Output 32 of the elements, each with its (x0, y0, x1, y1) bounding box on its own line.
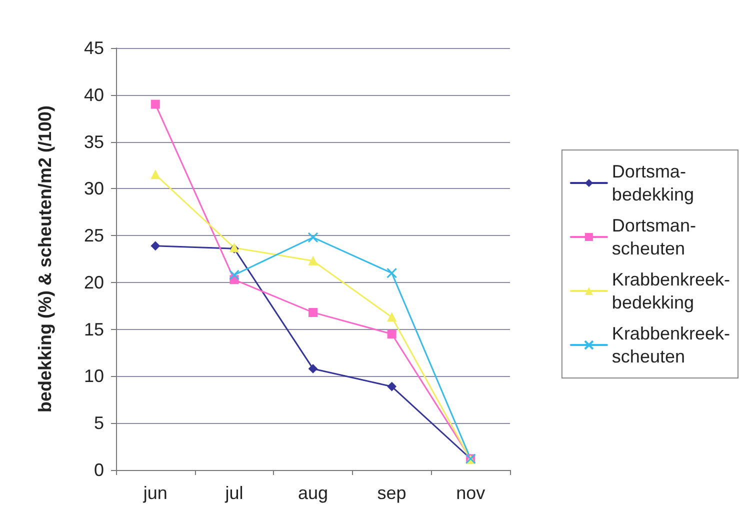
y-axis-title: bedekking (%) & scheuten/m2 (/100) (35, 105, 55, 413)
point (150, 241, 160, 250)
point (387, 330, 396, 339)
y-tick-label: 35 (84, 132, 104, 152)
x-tick-label: nov (456, 483, 486, 503)
point (387, 382, 396, 392)
point (308, 364, 318, 374)
point (228, 270, 240, 280)
legend-label: Dortsma-bedekking (612, 162, 694, 204)
y-tick-label: 10 (84, 366, 104, 386)
y-tick-label: 20 (84, 272, 104, 292)
point (150, 100, 160, 109)
point (308, 256, 318, 266)
x-tick-label: sep (377, 483, 406, 503)
point (308, 232, 318, 243)
y-tick-label: 25 (84, 226, 104, 246)
x-tick-label: aug (298, 483, 328, 503)
point (150, 170, 160, 180)
y-tick-label: 45 (84, 38, 104, 58)
legend-label: Dortsman-scheuten (612, 216, 696, 258)
y-tick-label: 5 (94, 413, 104, 434)
point (308, 308, 318, 317)
point (387, 312, 396, 322)
legend-label: Krabbenkreek-scheuten (612, 324, 730, 366)
legend-label: Krabbenkreek-bedekking (612, 270, 730, 312)
y-tick-label: 40 (84, 84, 104, 105)
x-tick-label: jun (142, 483, 168, 503)
y-tick-label: 30 (84, 178, 104, 199)
y-tick-label: 15 (84, 319, 104, 340)
y-tick-label: 0 (94, 460, 104, 480)
point (386, 268, 398, 278)
x-tick-label: jul (224, 483, 244, 503)
